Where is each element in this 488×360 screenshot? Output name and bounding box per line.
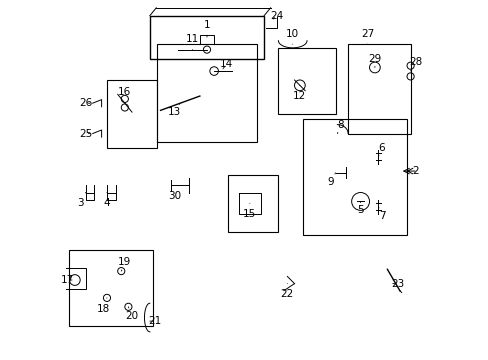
Bar	[278, 48, 335, 114]
Text: 28: 28	[408, 57, 422, 71]
Text: 5: 5	[357, 202, 363, 215]
Text: 1: 1	[203, 19, 210, 37]
Text: 6: 6	[378, 143, 385, 157]
Text: 26: 26	[79, 98, 92, 108]
Text: 10: 10	[285, 28, 299, 44]
Bar	[64, 267, 85, 289]
Text: 8: 8	[337, 120, 344, 134]
Text: 23: 23	[391, 279, 404, 289]
Bar	[107, 80, 157, 148]
Text: 13: 13	[168, 103, 181, 117]
Text: 7: 7	[378, 207, 385, 221]
Text: 29: 29	[367, 54, 381, 67]
Text: 17: 17	[61, 275, 74, 285]
Bar	[149, 16, 264, 59]
Bar	[347, 44, 410, 134]
Bar	[157, 44, 257, 143]
Text: 15: 15	[243, 203, 256, 219]
Text: 3: 3	[77, 193, 85, 208]
Text: 20: 20	[125, 307, 138, 321]
Bar	[303, 119, 406, 235]
Text: 24: 24	[269, 11, 283, 21]
Text: 12: 12	[293, 85, 306, 101]
Text: 9: 9	[326, 173, 335, 187]
Bar	[200, 35, 214, 44]
Text: 2: 2	[406, 166, 418, 176]
Text: 30: 30	[168, 185, 181, 201]
Text: 19: 19	[118, 257, 131, 271]
Text: 11: 11	[186, 34, 199, 50]
Text: 14: 14	[220, 59, 233, 69]
Text: 16: 16	[118, 87, 131, 103]
Bar	[228, 175, 278, 232]
Text: 22: 22	[280, 284, 293, 299]
Text: 4: 4	[103, 193, 110, 208]
Text: 21: 21	[148, 316, 162, 326]
Bar	[69, 249, 153, 327]
Text: 25: 25	[79, 129, 92, 139]
Text: 18: 18	[97, 298, 110, 314]
Text: 27: 27	[360, 28, 374, 44]
